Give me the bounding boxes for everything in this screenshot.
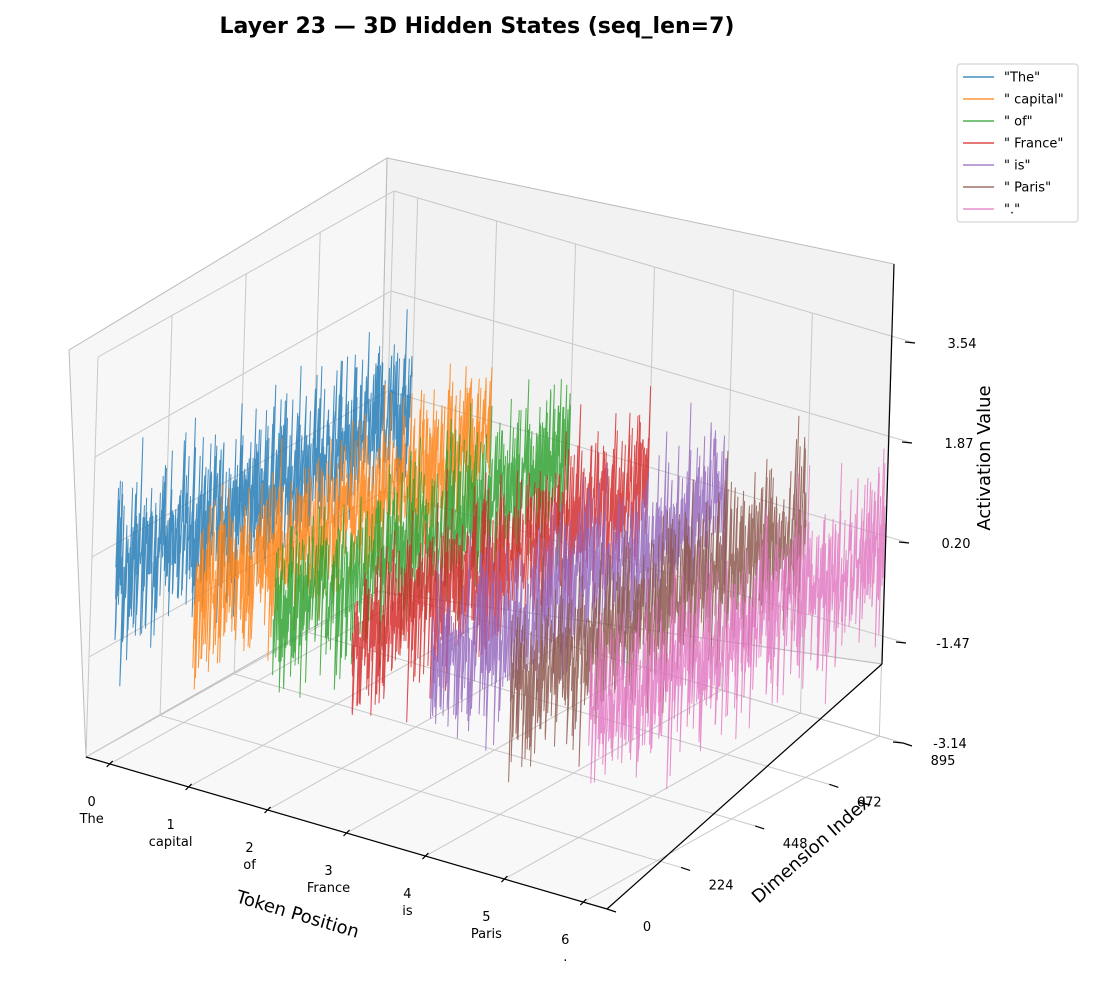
legend-item-label: "The" (1004, 71, 1040, 86)
z-axis-title: Activation Value (974, 385, 995, 530)
z-axis-line (881, 263, 895, 665)
y-tick-label: 0 (643, 920, 651, 935)
y-axis-title: Dimension Index (748, 792, 875, 908)
x-tick-label: 4 (403, 887, 411, 902)
x-tick-sublabel: capital (149, 835, 193, 850)
series-line (508, 415, 807, 783)
y-tick (754, 825, 765, 830)
series-layer (114, 309, 887, 790)
legend-item-label: "." (1004, 203, 1020, 218)
legend-item-label: " is" (1004, 159, 1030, 174)
z-tick-label: 0.20 (942, 537, 971, 552)
z-tick-label: -3.14 (933, 737, 967, 752)
axis-ticks: 0 The 1 capital 2 of 3 France 4 is 5 Paris 6. 0 224 448… (79, 337, 977, 965)
z-tick (904, 341, 916, 344)
y-axis-line (606, 663, 883, 910)
grid-line-y (159, 714, 682, 868)
x-tick-sublabel: of (243, 858, 256, 873)
z-tick-label: -1.47 (936, 637, 970, 652)
series-line (192, 363, 493, 690)
x-tick-sublabel: . (563, 950, 567, 965)
x-tick (500, 875, 508, 883)
x-tick (185, 783, 193, 791)
y-tick-label: 895 (931, 754, 956, 769)
x-tick (422, 852, 429, 860)
x-tick-label: 3 (324, 864, 332, 879)
y-tick (829, 783, 839, 788)
x-tick (264, 806, 271, 814)
x-tick-label: 1 (166, 818, 174, 833)
z-tick (892, 741, 904, 744)
chart-title: Layer 23 — 3D Hidden States (seq_len=7) (220, 14, 735, 39)
x-tick-label: 2 (245, 841, 253, 856)
grid-line-z (97, 190, 395, 358)
legend-item-label: " France" (1004, 137, 1063, 152)
grid-line-z (94, 290, 392, 458)
y-tick-label: 224 (709, 878, 734, 893)
series-line (430, 402, 728, 751)
grid-line-y (234, 673, 756, 827)
series-line (351, 386, 652, 723)
y-tick (902, 742, 913, 747)
y-tick-label: 672 (857, 795, 882, 810)
x-tick-label: 6 (561, 933, 569, 948)
legend: "The" " capital" " of" " France" " is" " Pari… (956, 63, 1079, 223)
legend-item-label: " of" (1004, 115, 1033, 130)
y-tick-label: 448 (783, 837, 808, 852)
y-tick (606, 908, 617, 913)
z-tick (898, 541, 910, 544)
x-tick (106, 760, 114, 768)
x-tick (579, 898, 587, 906)
x-tick-label: 5 (482, 910, 490, 925)
x-tick-sublabel: Paris (471, 927, 502, 942)
legend-item-label: " Paris" (1004, 181, 1051, 196)
series-line (114, 309, 413, 687)
x-tick-sublabel: The (79, 812, 104, 827)
legend-frame (956, 63, 1079, 223)
z-tick-label: 1.87 (945, 437, 974, 452)
y-tick (680, 866, 691, 872)
legend-item-label: " capital" (1004, 93, 1064, 108)
grid-line-z (390, 290, 913, 444)
z-tick (901, 441, 913, 444)
z-tick (895, 641, 907, 644)
x-tick (343, 829, 350, 837)
x-tick-sublabel: France (307, 881, 350, 896)
grid-line-z (393, 190, 916, 344)
z-tick-label: 3.54 (948, 337, 977, 352)
x-tick-label: 0 (88, 795, 96, 810)
x-tick-sublabel: is (402, 904, 413, 919)
series-line (588, 448, 887, 790)
